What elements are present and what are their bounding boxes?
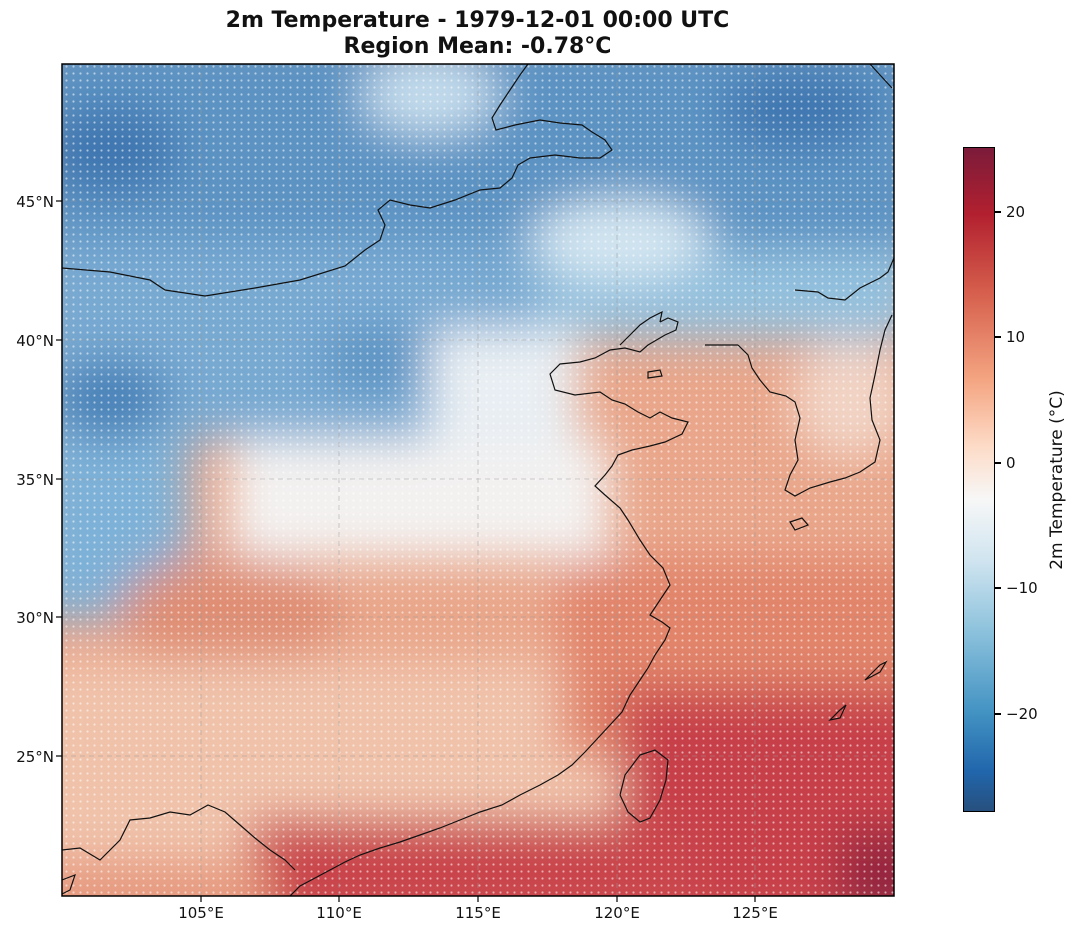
colorbar-label-10: 10 [1006,328,1026,346]
colorbar [963,147,995,812]
colorbar-label-0: 0 [1006,454,1016,472]
lat-label-30n: 30°N [16,609,54,627]
colorbar-tick [995,462,1001,464]
lon-label-125e: 125°E [732,904,778,922]
colorbar-label-minus20: −20 [1006,705,1038,723]
colorbar-label-20: 20 [1006,203,1026,221]
colorbar-tick [995,713,1001,715]
map-title: 2m Temperature - 1979-12-01 00:00 UTC [225,8,730,33]
lat-label-45n: 45°N [16,193,54,211]
lon-label-110e: 110°E [316,904,362,922]
lat-label-35n: 35°N [16,471,54,489]
colorbar-title: 2m Temperature (°C) [1047,390,1067,570]
temperature-field [62,64,894,896]
lon-label-105e: 105°E [178,904,224,922]
lon-label-120e: 120°E [594,904,640,922]
coastlines [62,64,894,896]
colorbar-tick [995,211,1001,213]
lat-label-40n: 40°N [16,332,54,350]
colorbar-tick [995,587,1001,589]
colorbar-tick [995,336,1001,338]
lat-label-25n: 25°N [16,748,54,766]
colorbar-label-minus10: −10 [1006,579,1038,597]
lon-label-115e: 115°E [455,904,501,922]
map-subtitle: Region Mean: -0.78°C [343,34,612,59]
